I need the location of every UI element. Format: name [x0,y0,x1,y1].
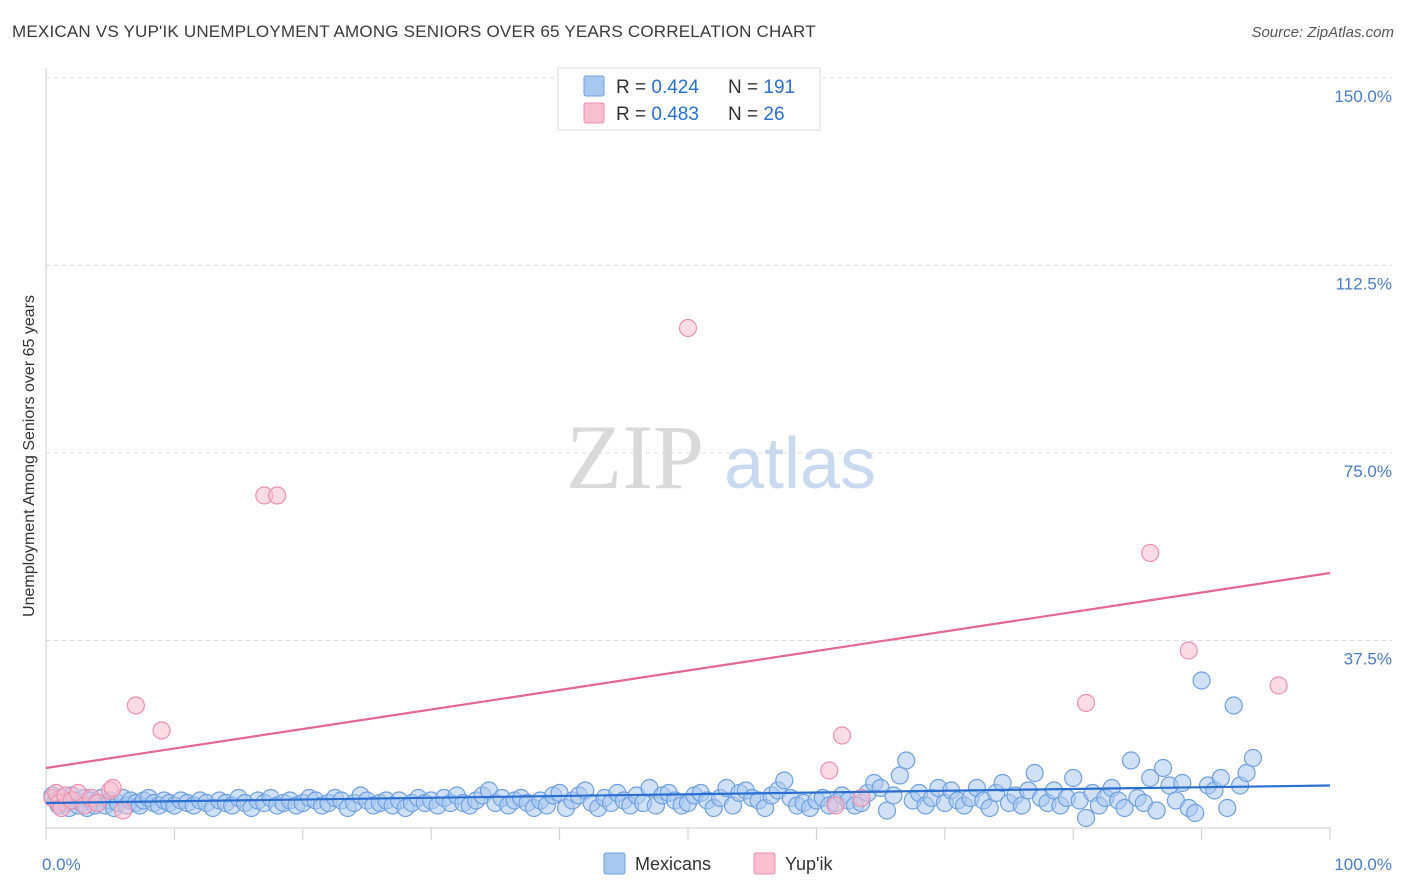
yupik-point-20 [832,726,852,745]
legend-bottom-swatch-yupik [753,852,776,875]
mexicans-point-145 [897,751,916,770]
series-yupik [43,318,1288,820]
mexicans-point-196 [1224,696,1243,715]
yupik-point-11 [103,778,122,798]
mexicans-point-179 [1115,798,1134,818]
legend-swatch-yupik [583,102,605,124]
yupik-point-22 [1076,693,1096,713]
legend-r-label-1: R = [616,77,651,98]
legend-r-value-1: 0.424 [651,77,699,98]
mexicans-point-190 [1186,803,1205,823]
svg-text:N = 191: N = 191 [728,77,795,98]
y-tick-label-3: 150.0% [1334,87,1392,106]
legend-bottom-mexicans: Mexicans [635,854,711,874]
mexicans-point-142 [877,801,897,820]
y-tick-label-1: 75.0% [1344,462,1392,481]
mexicans-point-183 [1141,768,1160,788]
mexicans-point-191 [1192,671,1211,690]
legend-n-label-2: N = [728,104,763,125]
legend-bottom-yupik: Yup'ik [785,854,833,874]
yupik-point-14 [152,721,171,740]
grid-lines [46,77,1392,641]
watermark-atlas: atlas [724,424,876,504]
mexicans-point-171 [1064,768,1083,788]
legend-bottom-swatch-mexicans [603,852,626,875]
mexicans-point-160 [993,773,1012,793]
mexicans-point-180 [1121,751,1141,770]
legend-n-label-1: N = [728,77,763,98]
mexicans-point-194 [1211,768,1230,788]
mexicans-trend-line [45,784,1331,805]
mexicans-point-163 [1012,796,1031,815]
yupik-point-19 [826,796,845,815]
legend-top: R = 0.424 N = 191 R = 0.483 N = 26 [557,67,821,131]
legend-r-value-2: 0.483 [651,104,699,125]
legend-swatch-mexicans [583,75,605,97]
watermark: ZIP atlas [566,406,876,508]
mexicans-point-165 [1025,763,1044,783]
watermark-zip: ZIP [566,406,704,508]
yupik-point-18 [820,761,839,780]
x-tick-label-1: 100.0% [1334,855,1392,874]
yupik-point-17 [678,318,698,338]
svg-text:R = 0.483: R = 0.483 [616,104,699,125]
mexicans-point-185 [1153,758,1173,778]
legend-n-value-1: 191 [763,77,795,98]
mexicans-point-158 [980,798,999,818]
legend-r-label-2: R = [616,104,651,125]
mexicans-point-195 [1218,798,1237,818]
mexicans-point-173 [1076,808,1096,828]
y-axis-label: Unemployment Among Seniors over 65 years [21,295,38,617]
y-tick-label-2: 112.5% [1336,275,1392,294]
yupik-trend-line [45,571,1331,770]
chart-title: MEXICAN VS YUP'IK UNEMPLOYMENT AMONG SEN… [12,22,816,41]
yupik-point-25 [1269,676,1288,695]
mexicans-point-188 [1173,773,1192,793]
mexicans-point-144 [890,766,909,785]
svg-text:N = 26: N = 26 [728,104,785,125]
x-tick-label-0: 0.0% [42,855,81,874]
svg-text:R = 0.424: R = 0.424 [616,77,699,98]
yupik-point-24 [1179,641,1198,660]
mexicans-point-199 [1243,748,1263,768]
yupik-point-21 [852,788,871,808]
trend-lines [45,571,1331,805]
mexicans-point-126 [775,771,794,790]
tick-labels: 37.5% 75.0% 112.5% 150.0% 0.0% 100.0% [42,87,1392,874]
yupik-point-16 [268,486,287,505]
legend-n-value-2: 26 [763,104,784,125]
yupik-point-23 [1141,543,1160,563]
mexicans-point-143 [884,786,903,805]
y-tick-label-0: 37.5% [1344,650,1392,669]
axes [45,68,1331,840]
mexicans-point-184 [1147,801,1166,820]
yupik-point-13 [126,696,145,715]
series-mexicans [43,671,1263,828]
yupik-point-12 [113,801,133,820]
mexicans-point-198 [1237,763,1256,783]
source-label: Source: ZipAtlas.com [1251,24,1394,41]
legend-bottom: Mexicans Yup'ik [603,852,833,875]
